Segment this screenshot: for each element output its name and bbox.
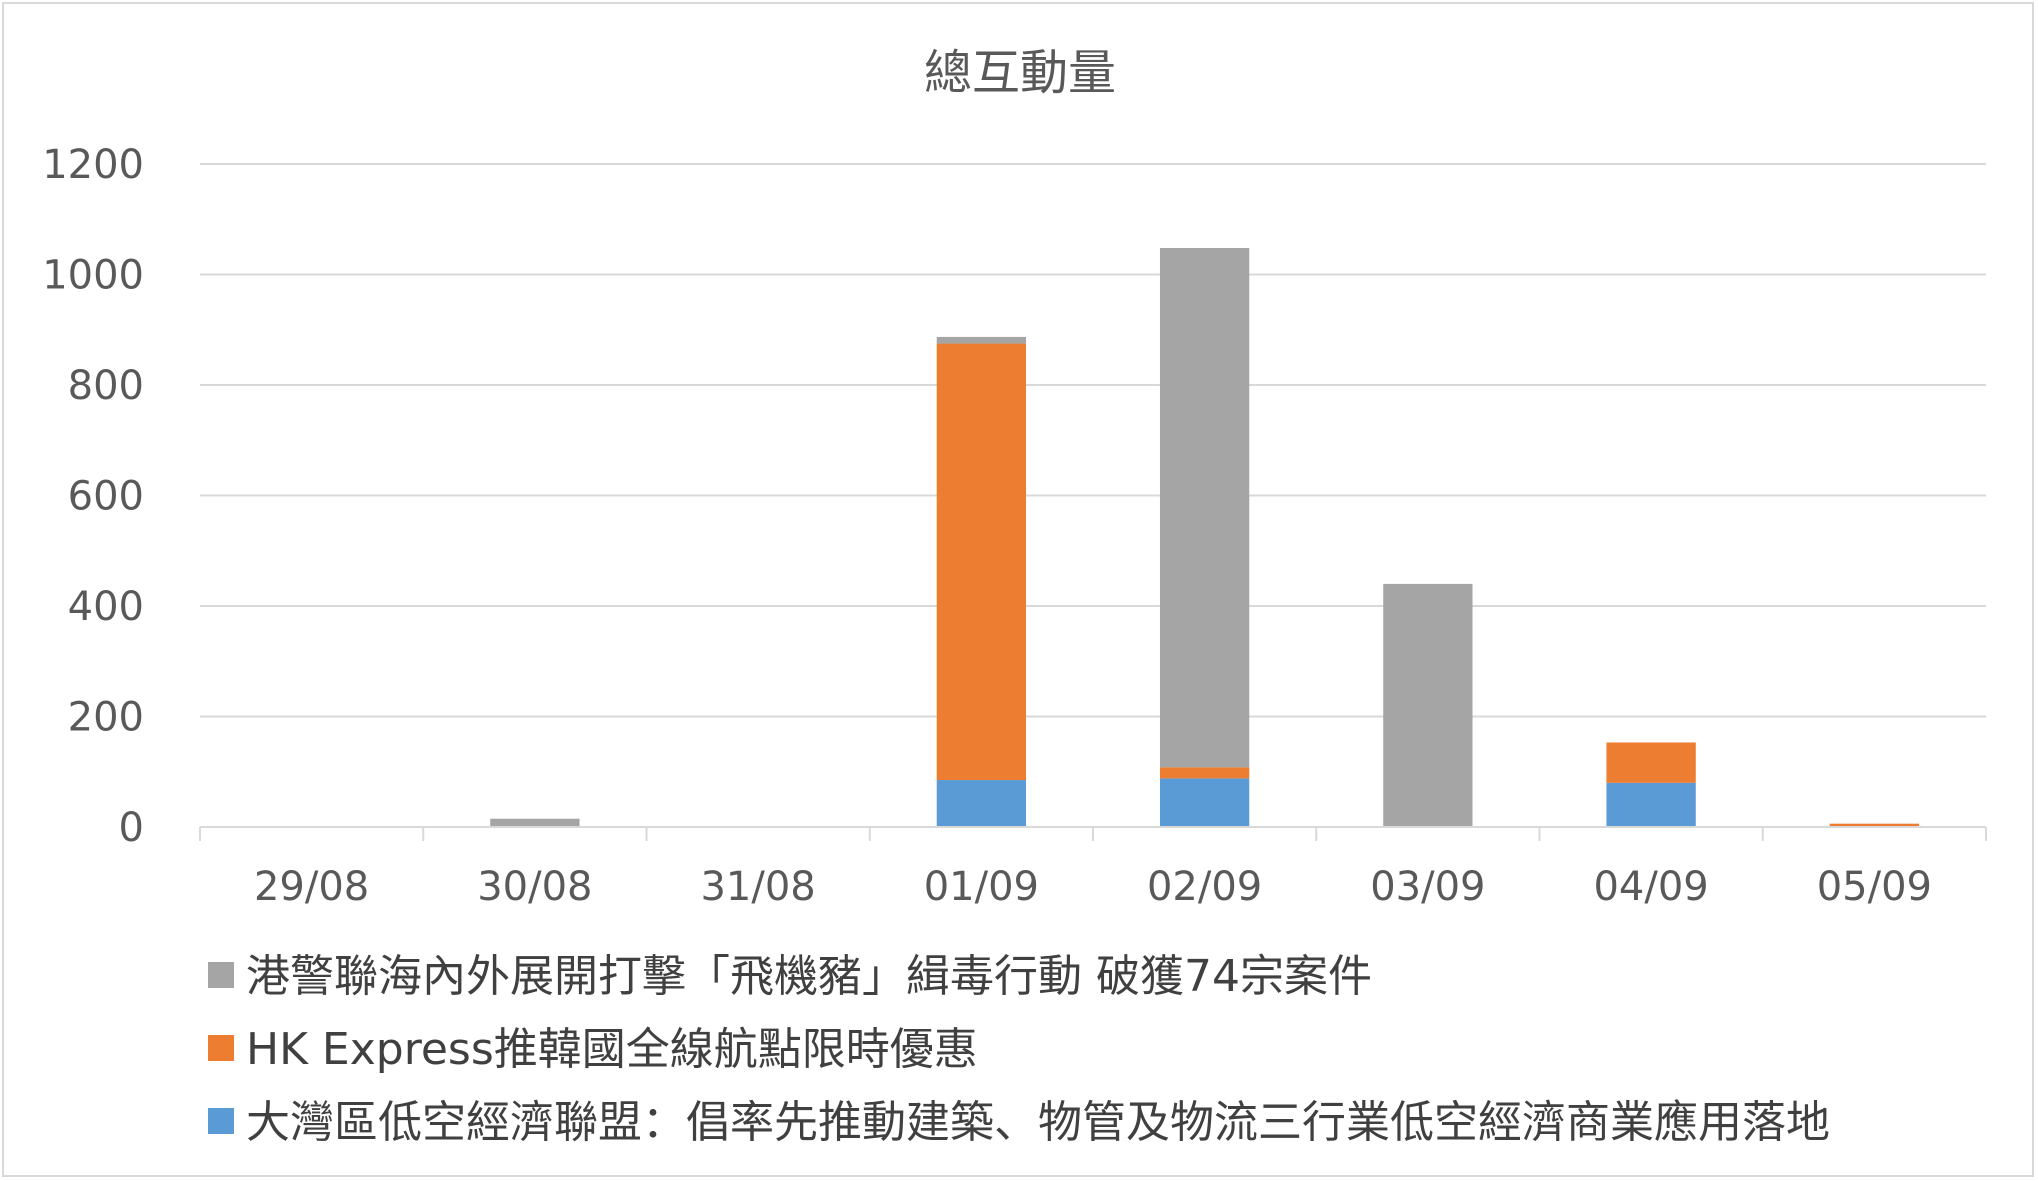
x-tick-label: 29/08 xyxy=(254,864,369,910)
y-tick-label: 1000 xyxy=(42,253,144,299)
legend-swatch xyxy=(208,962,234,988)
legend: 港警聯海內外展開打擊「飛機豬」緝毒行動 破獲74宗案件 HK Express推韓國… xyxy=(208,951,1830,1148)
stacked-bar-chart: 總互動量 0 200 400 600 800 1000 1200 29/08 30/08 31/… xyxy=(42,45,1987,1148)
x-axis: 29/08 30/08 31/08 01/09 02/09 03/09 04/09 05/09 xyxy=(199,826,1987,910)
bar-segment xyxy=(1159,247,1250,768)
x-tick-label: 31/08 xyxy=(700,864,815,910)
legend-label: HK Express推韓國全線航點限時優惠 xyxy=(246,1024,978,1075)
y-tick-label: 0 xyxy=(119,805,144,851)
bar-segment xyxy=(936,336,1027,344)
chart-title: 總互動量 xyxy=(924,45,1116,101)
legend-swatch xyxy=(208,1035,234,1061)
x-tick-label: 04/09 xyxy=(1593,864,1708,910)
legend-label: 港警聯海內外展開打擊「飛機豬」緝毒行動 破獲74宗案件 xyxy=(246,951,1372,1002)
x-tick-label: 01/09 xyxy=(924,864,1039,910)
bar-segment xyxy=(1159,767,1250,779)
bar-segment xyxy=(936,780,1027,827)
bar-segment xyxy=(1606,742,1696,783)
bar-segment xyxy=(490,818,580,827)
legend-swatch xyxy=(208,1108,234,1134)
legend-label: 大灣區低空經濟聯盟：倡率先推動建築、物管及物流三行業低空經濟商業應用落地 xyxy=(246,1097,1830,1148)
x-tick-label: 30/08 xyxy=(477,864,592,910)
y-tick-label: 400 xyxy=(68,584,144,630)
y-tick-label: 800 xyxy=(68,363,144,409)
bar-segment xyxy=(1159,778,1250,827)
x-tick-label: 03/09 xyxy=(1370,864,1485,910)
bars xyxy=(490,247,1920,827)
y-tick-label: 200 xyxy=(68,695,144,741)
bar-segment xyxy=(1383,583,1473,827)
y-axis-ticks: 0 200 400 600 800 1000 1200 xyxy=(42,142,144,851)
x-tick-label: 02/09 xyxy=(1147,864,1262,910)
bar-segment xyxy=(1829,823,1920,827)
y-tick-label: 1200 xyxy=(42,142,144,188)
x-tick-label: 05/09 xyxy=(1817,864,1932,910)
bar-segment xyxy=(936,343,1027,781)
bar-segment xyxy=(1606,782,1696,827)
y-tick-label: 600 xyxy=(68,474,144,520)
gridlines xyxy=(200,163,1986,718)
